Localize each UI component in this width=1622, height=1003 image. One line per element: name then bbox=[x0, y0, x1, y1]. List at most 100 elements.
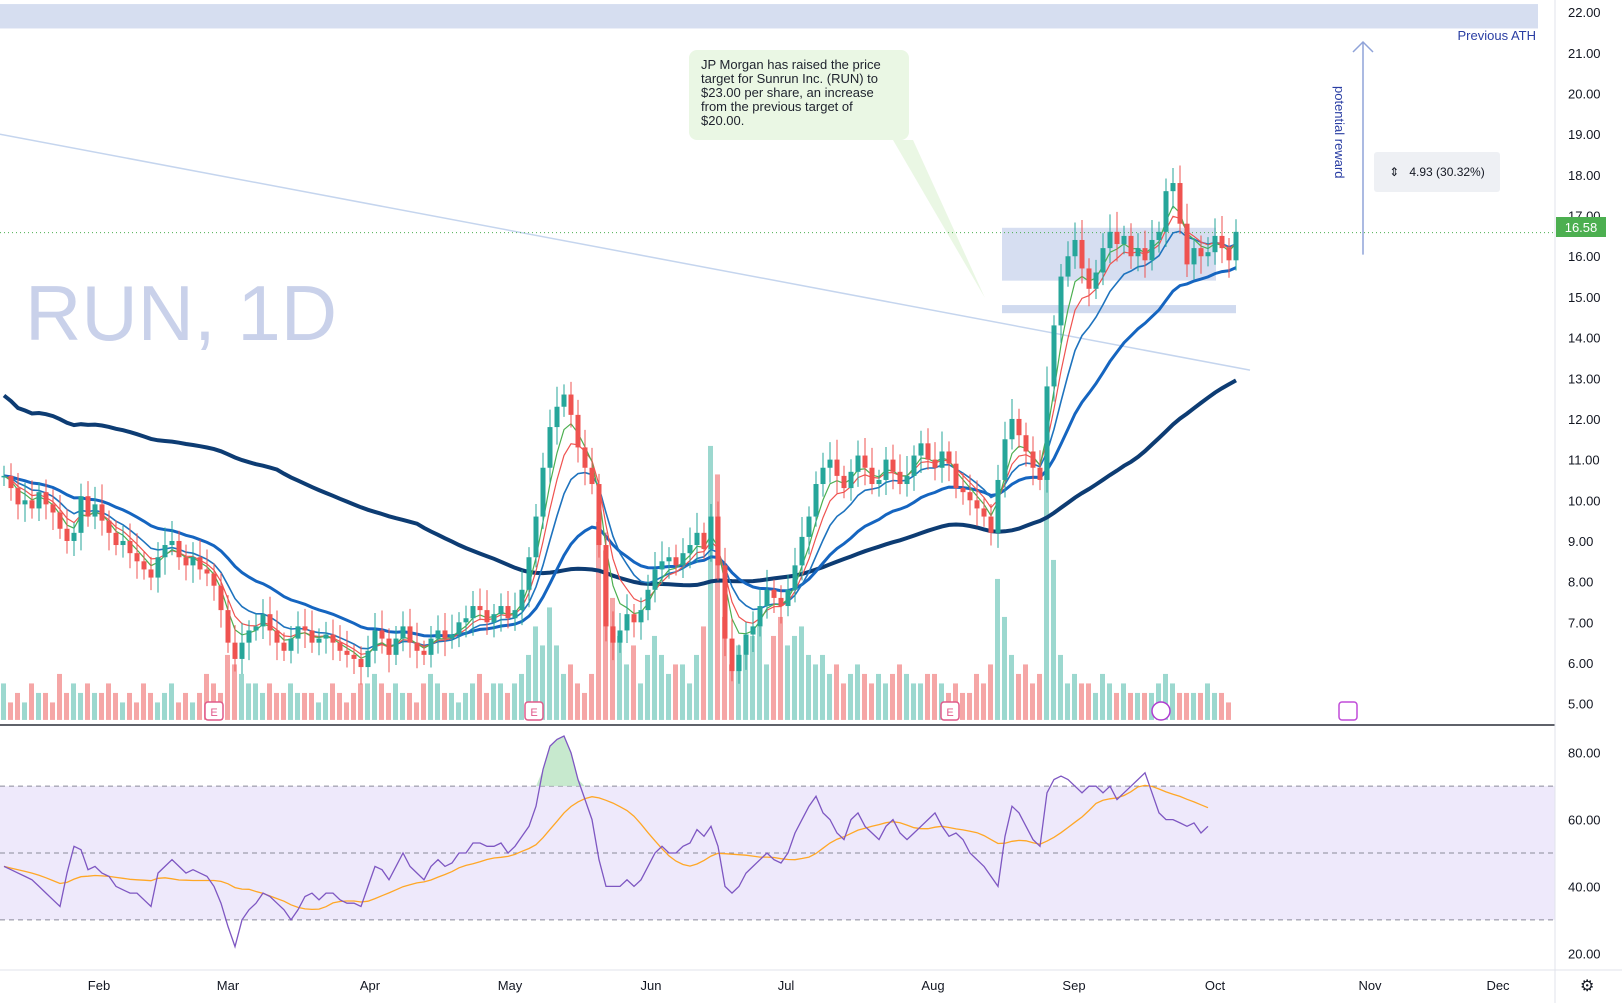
price-tick-label: 13.00 bbox=[1568, 371, 1601, 386]
volume-bar bbox=[785, 645, 790, 720]
candle bbox=[393, 638, 399, 655]
earnings-marker bbox=[204, 701, 224, 721]
volume-bar bbox=[435, 683, 440, 720]
candle bbox=[379, 630, 385, 639]
volume-bar bbox=[1177, 692, 1182, 720]
annotation-callout[interactable]: JP Morgan has raised the price target fo… bbox=[689, 50, 909, 140]
candle bbox=[1128, 235, 1134, 257]
volume-bar bbox=[57, 673, 62, 720]
volume-bar bbox=[141, 683, 146, 720]
volume-bar bbox=[554, 645, 559, 720]
candle bbox=[337, 642, 343, 651]
candle bbox=[288, 638, 294, 651]
measure-tool[interactable]: ⇕ 4.93 (30.32%) bbox=[1374, 152, 1500, 192]
candle bbox=[834, 459, 840, 476]
volume-bar bbox=[442, 692, 447, 720]
candle bbox=[22, 500, 28, 505]
volume-bar bbox=[400, 692, 405, 720]
candle bbox=[701, 532, 707, 550]
volume-bar bbox=[386, 692, 391, 720]
candle bbox=[183, 557, 189, 566]
volume-bar bbox=[344, 702, 349, 720]
price-tick-label: 6.00 bbox=[1568, 656, 1593, 671]
candle bbox=[323, 634, 329, 639]
candle bbox=[855, 455, 861, 472]
volume-bar bbox=[106, 683, 111, 720]
candle bbox=[169, 540, 175, 546]
candle bbox=[120, 540, 126, 546]
volume-bar bbox=[897, 664, 902, 720]
candle bbox=[617, 630, 623, 643]
volume-bar bbox=[43, 692, 48, 720]
volume-bar bbox=[575, 683, 580, 720]
volume-bar bbox=[1205, 683, 1210, 720]
candle bbox=[820, 467, 826, 485]
volume-bar bbox=[309, 692, 314, 720]
candle bbox=[743, 634, 749, 655]
candle bbox=[1051, 325, 1057, 387]
candle bbox=[1100, 248, 1106, 273]
candle bbox=[981, 508, 987, 517]
candle bbox=[498, 606, 504, 615]
price-tick-label: 5.00 bbox=[1568, 697, 1593, 712]
volume-bar bbox=[820, 654, 825, 720]
candle bbox=[204, 569, 210, 574]
candle bbox=[141, 561, 147, 570]
candle bbox=[1177, 183, 1183, 224]
candle bbox=[1149, 239, 1155, 261]
candle bbox=[1086, 268, 1092, 289]
volume-bar bbox=[1142, 692, 1147, 720]
candle bbox=[631, 614, 637, 623]
earnings-marker-label: E bbox=[946, 707, 953, 719]
volume-bar bbox=[624, 664, 629, 720]
candle bbox=[708, 516, 714, 550]
time-tick-label: May bbox=[498, 978, 523, 993]
earnings-marker-label: E bbox=[210, 707, 217, 719]
time-tick-label: Feb bbox=[88, 978, 110, 993]
volume-bar bbox=[764, 664, 769, 720]
volume-bar bbox=[176, 702, 181, 720]
volume-bar bbox=[939, 683, 944, 720]
candle bbox=[799, 536, 805, 566]
volume-bar bbox=[316, 702, 321, 720]
price-tick-label: 12.00 bbox=[1568, 412, 1601, 427]
candle bbox=[1114, 231, 1120, 245]
gear-icon[interactable]: ⚙ bbox=[1580, 978, 1595, 995]
volume-bar bbox=[358, 683, 363, 720]
volume-bar bbox=[351, 692, 356, 720]
candle bbox=[414, 642, 420, 651]
candle bbox=[582, 447, 588, 468]
candle bbox=[435, 630, 441, 639]
volume-bar bbox=[1009, 654, 1014, 720]
volume-bar bbox=[1100, 673, 1105, 720]
earnings-marker bbox=[940, 701, 960, 721]
rsi-moving-average bbox=[3, 784, 1209, 911]
candle bbox=[477, 606, 483, 611]
time-tick-label: Oct bbox=[1205, 978, 1226, 993]
volume-bar bbox=[470, 683, 475, 720]
volume-bar bbox=[183, 692, 188, 720]
rsi-line bbox=[3, 735, 1209, 949]
price-tick-label: 22.00 bbox=[1568, 5, 1601, 20]
volume-bar bbox=[1191, 692, 1196, 720]
candle bbox=[687, 545, 693, 554]
volume-bar bbox=[414, 702, 419, 720]
candle bbox=[358, 658, 364, 668]
candle bbox=[554, 406, 560, 428]
volume-bar bbox=[1226, 702, 1231, 720]
candle bbox=[526, 557, 532, 590]
candle bbox=[330, 634, 336, 643]
volume-bar bbox=[841, 683, 846, 720]
volume-bar bbox=[834, 664, 839, 720]
candle bbox=[225, 610, 231, 643]
volume-bar bbox=[155, 702, 160, 720]
candle bbox=[463, 618, 469, 623]
candle bbox=[113, 532, 119, 546]
volume-bar bbox=[372, 673, 377, 720]
earnings-marker bbox=[524, 701, 544, 721]
volume-bar bbox=[99, 692, 104, 720]
volume-bar bbox=[904, 673, 909, 720]
candle bbox=[1016, 418, 1022, 436]
volume-bar bbox=[1037, 673, 1042, 720]
